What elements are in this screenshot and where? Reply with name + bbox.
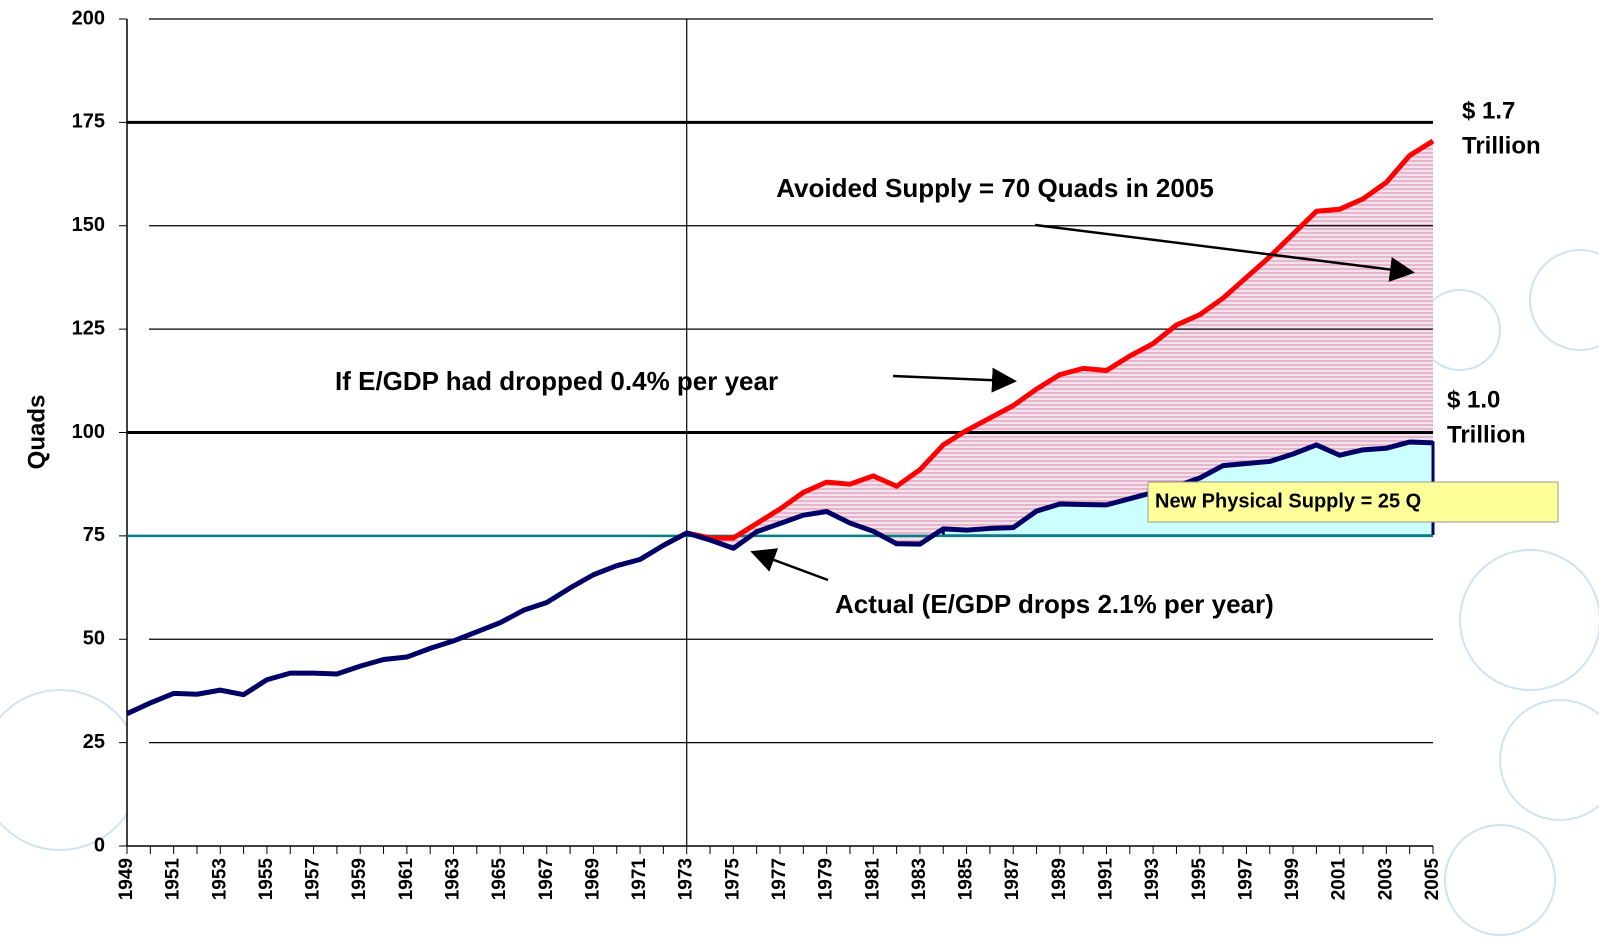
- arrow: [1034, 223, 1415, 282]
- arrow: [892, 367, 1017, 393]
- y-tick-label: 25: [83, 731, 105, 753]
- annotation-box: [1147, 481, 1559, 523]
- value-label: $ 1.0: [1447, 386, 1500, 413]
- x-tick-label: 1985: [956, 858, 977, 901]
- x-tick-label: 1999: [1282, 858, 1303, 900]
- y-tick-label: 50: [83, 628, 105, 650]
- x-tick-label: 1991: [1096, 858, 1117, 901]
- x-tick-label: 1989: [1049, 858, 1070, 900]
- x-tick-label: 2005: [1422, 858, 1443, 901]
- series-line: [125, 439, 1434, 716]
- x-tick-label: 1979: [816, 858, 837, 900]
- value-label: Trillion: [1447, 421, 1526, 448]
- x-tick-label: 1955: [256, 858, 277, 901]
- y-tick-label: 175: [72, 111, 105, 133]
- arrow: [750, 548, 829, 582]
- x-tick-label: 1997: [1235, 858, 1256, 900]
- y-axis-label: Quads: [23, 395, 50, 470]
- y-tick-label: 75: [83, 524, 105, 546]
- y-tick-label: 125: [72, 317, 105, 339]
- y-tick-label: 0: [94, 834, 105, 856]
- x-tick-label: 1977: [769, 858, 790, 900]
- x-tick-label: 1953: [209, 858, 230, 900]
- x-tick-label: 1987: [1002, 858, 1023, 900]
- avoided-area: [686, 140, 1433, 549]
- annotation: Actual (E/GDP drops 2.1% per year): [835, 589, 1274, 619]
- x-tick-label: 1981: [862, 858, 883, 901]
- x-tick-label: 1963: [443, 858, 464, 900]
- x-tick-label: 1967: [536, 858, 557, 900]
- x-tick-label: 1957: [303, 858, 324, 900]
- x-tick-label: 2001: [1329, 858, 1350, 901]
- annotation: If E/GDP had dropped 0.4% per year: [335, 366, 778, 396]
- x-tick-label: 1969: [582, 858, 603, 900]
- y-tick-label: 200: [72, 7, 105, 29]
- x-tick-label: 2003: [1375, 858, 1396, 900]
- x-tick-label: 1971: [629, 858, 650, 901]
- annotation: Avoided Supply = 70 Quads in 2005: [776, 173, 1214, 203]
- x-tick-label: 1951: [163, 858, 184, 901]
- x-tick-label: 1965: [489, 858, 510, 901]
- x-tick-label: 1995: [1189, 858, 1210, 901]
- y-tick-label: 100: [72, 421, 105, 443]
- series-line: [686, 138, 1435, 541]
- x-tick-label: 1973: [676, 858, 697, 900]
- annotation: New Physical Supply = 25 Q: [1155, 490, 1421, 512]
- value-label: $ 1.7: [1462, 97, 1515, 124]
- x-tick-label: 1961: [396, 858, 417, 901]
- x-tick-label: 1975: [722, 858, 743, 901]
- x-tick-label: 1983: [909, 858, 930, 900]
- y-tick-label: 150: [72, 214, 105, 236]
- value-label: Trillion: [1462, 132, 1541, 159]
- x-tick-label: 1993: [1142, 858, 1163, 900]
- x-tick-label: 1959: [349, 858, 370, 900]
- x-tick-label: 1949: [116, 858, 137, 900]
